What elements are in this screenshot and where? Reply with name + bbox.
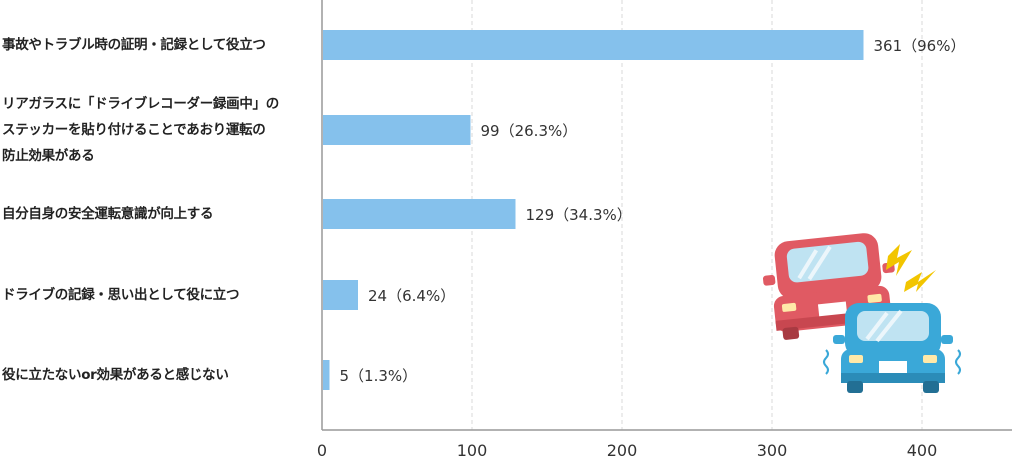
category-label: ドライブの記録・思い出として役に立つ (2, 282, 312, 308)
blue-car-icon (833, 303, 953, 393)
category-label-line: 防止効果がある (2, 148, 95, 164)
bar (323, 115, 471, 145)
category-label-line: ドライブの記録・思い出として役に立つ (2, 287, 240, 303)
data-labels: 361（96%） 99（26.3%） 129（34.3%） 24（6.4%） 5（1.3… (340, 37, 966, 385)
x-axis-ticks: 0 100 200 300 400 (317, 441, 937, 458)
bar (323, 280, 358, 310)
x-tick-label: 200 (607, 441, 638, 458)
bar (323, 30, 864, 60)
x-tick-label: 300 (757, 441, 788, 458)
category-label: 自分自身の安全運転意識が向上する (2, 201, 312, 227)
category-label-line: 事故やトラブル時の証明・記録として役立つ (2, 37, 266, 53)
bar (323, 360, 330, 390)
data-label: 99（26.3%） (481, 122, 578, 140)
x-tick-label: 0 (317, 441, 327, 458)
data-label: 361（96%） (874, 37, 966, 55)
category-label-line: 役に立たないor効果があると感じない (2, 367, 229, 383)
car-collision-illustration (762, 233, 961, 393)
grid-lines (321, 0, 1012, 431)
category-label: 事故やトラブル時の証明・記録として役立つ (2, 32, 312, 58)
category-label: リアガラスに「ドライブレコーダー録画中」の ステッカーを貼り付けることであおり運転… (2, 91, 312, 169)
shake-marks-icon (823, 349, 961, 375)
data-label: 5（1.3%） (340, 367, 418, 385)
data-label: 129（34.3%） (526, 206, 632, 224)
data-label: 24（6.4%） (368, 287, 455, 305)
category-label: 役に立たないor効果があると感じない (2, 362, 312, 388)
spark-icon (886, 244, 936, 292)
category-label-line: ステッカーを貼り付けることであおり運転の (2, 122, 266, 138)
x-tick-label: 400 (907, 441, 938, 458)
x-tick-label: 100 (457, 441, 488, 458)
bar (323, 199, 516, 229)
category-label-line: 自分自身の安全運転意識が向上する (2, 206, 214, 222)
category-label-line: リアガラスに「ドライブレコーダー録画中」の (2, 96, 279, 112)
bars (323, 30, 864, 390)
